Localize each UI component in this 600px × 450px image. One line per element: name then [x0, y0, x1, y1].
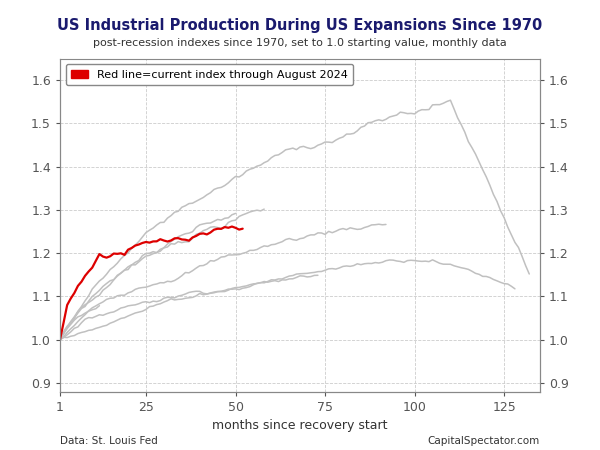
Text: US Industrial Production During US Expansions Since 1970: US Industrial Production During US Expan… — [58, 18, 542, 33]
Text: CapitalSpectator.com: CapitalSpectator.com — [428, 436, 540, 446]
X-axis label: months since recovery start: months since recovery start — [212, 419, 388, 432]
Text: Data: St. Louis Fed: Data: St. Louis Fed — [60, 436, 158, 446]
Legend: Red line=current index through August 2024: Red line=current index through August 20… — [65, 64, 353, 85]
Text: post-recession indexes since 1970, set to 1.0 starting value, monthly data: post-recession indexes since 1970, set t… — [93, 38, 507, 48]
